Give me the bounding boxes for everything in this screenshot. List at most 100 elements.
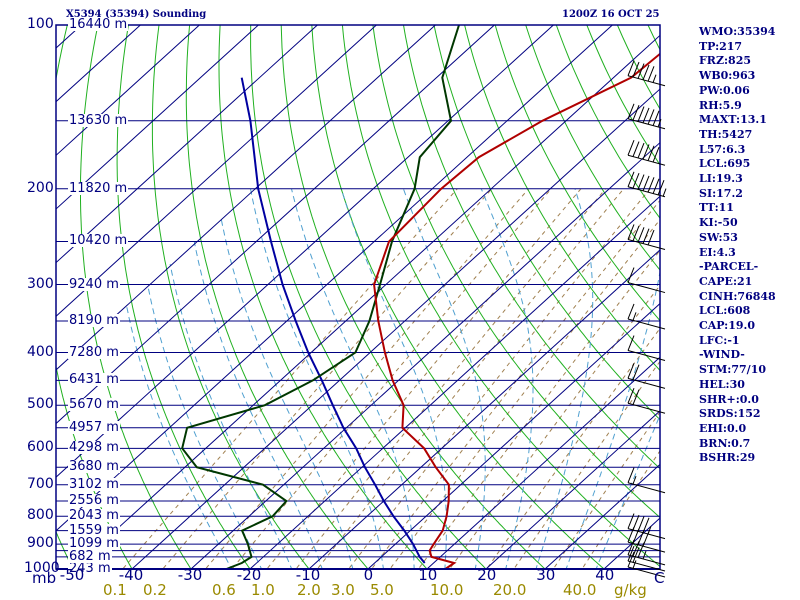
pressure-tick-label: 1000 xyxy=(24,560,60,576)
index-item: SRDS:152 xyxy=(699,407,761,421)
index-item: SI:17.2 xyxy=(699,186,743,200)
isotherm-line xyxy=(249,195,660,569)
isotherm-line xyxy=(56,25,260,210)
height-label: 2043 m xyxy=(68,508,120,524)
pressure-tick-label: 200 xyxy=(27,179,54,196)
pressure-tick-label: 700 xyxy=(27,475,54,492)
height-label: 7280 m xyxy=(68,344,120,360)
temperature-tick-label: -40 xyxy=(118,566,144,584)
moist-adiabat-line xyxy=(220,216,354,569)
isotherm-line xyxy=(485,410,660,569)
index-item: FRZ:825 xyxy=(699,54,752,68)
mixing-ratio-label: 40.0 xyxy=(563,581,597,599)
index-item: -PARCEL- xyxy=(699,260,759,274)
temperature-tick-label: 20 xyxy=(477,566,497,584)
wind-barb xyxy=(627,140,666,166)
moist-adiabat-line xyxy=(340,188,447,569)
wind-barb xyxy=(627,224,666,250)
index-item: MAXT:13.1 xyxy=(699,113,767,127)
temperature-tick-label: 30 xyxy=(536,566,556,584)
mixing-ratio-line xyxy=(486,327,660,569)
pressure-tick-label: 300 xyxy=(27,275,54,292)
isotherm-line xyxy=(367,302,660,569)
index-item: L57:6.3 xyxy=(699,142,746,156)
wind-barb xyxy=(627,551,666,578)
index-item: CAP:19.0 xyxy=(699,319,756,333)
height-label: 4298 m xyxy=(68,440,120,456)
moist-adiabat-line xyxy=(402,188,486,569)
index-item: WB0:963 xyxy=(699,69,756,83)
isotherm-line xyxy=(544,463,660,569)
wind-barb xyxy=(627,60,666,87)
index-item: BSHR:29 xyxy=(699,451,756,465)
parcel-trace xyxy=(240,77,426,564)
mixing-ratio-line xyxy=(316,188,625,569)
temperature-tick-label: 0 xyxy=(363,566,374,584)
isotherm-line xyxy=(56,25,319,264)
wind-barb xyxy=(627,467,666,494)
index-item: CAPE:21 xyxy=(699,274,753,288)
mixing-ratio-line xyxy=(295,188,606,569)
isotherm-line xyxy=(56,25,142,103)
isotherm-line xyxy=(308,249,660,569)
moist-adiabat-line xyxy=(535,188,594,569)
mixing-ratio-label: 20.0 xyxy=(493,581,527,599)
pressure-unit-label: mb xyxy=(32,569,57,587)
pressure-tick-label: 800 xyxy=(27,507,54,524)
pressure-tick-label: 600 xyxy=(27,439,54,456)
height-label: 3102 m xyxy=(68,476,120,492)
wind-barb xyxy=(627,545,666,572)
mixing-ratio-label: 0.1 xyxy=(103,581,127,599)
mixing-ratio-line xyxy=(122,188,458,569)
index-item: SW:53 xyxy=(699,230,738,244)
index-item: EHI:0.0 xyxy=(699,421,747,435)
pressure-tick-label: 900 xyxy=(27,535,54,552)
pressure-tick-label: 100 xyxy=(27,16,54,32)
height-label: 11820 m xyxy=(68,180,129,196)
mixing-ratio-line xyxy=(513,360,660,569)
isotherms xyxy=(56,25,660,569)
wind-barb xyxy=(627,363,666,389)
mixing-ratio-line xyxy=(370,199,660,569)
dry-adiabat-line xyxy=(56,530,74,569)
wind-barb xyxy=(627,335,666,362)
isotherm-line xyxy=(131,88,660,569)
height-label: 5670 m xyxy=(68,397,120,413)
wind-barb xyxy=(627,267,666,294)
moist-adiabat-line xyxy=(595,413,660,569)
mixing-ratio-line xyxy=(231,188,552,569)
height-label: 1559 m xyxy=(68,522,120,538)
profiles xyxy=(181,25,660,569)
index-item: LFC:-1 xyxy=(699,333,740,347)
temperature-tick-label: 40 xyxy=(595,566,615,584)
pressure-tick-label: 500 xyxy=(27,396,54,413)
temperature-tick-label: 10 xyxy=(418,566,438,584)
isotherm-line xyxy=(56,25,496,425)
mixing-ratio-label: 2.0 xyxy=(297,581,321,599)
index-item: HEL:30 xyxy=(699,377,745,391)
height-label: 243 m xyxy=(68,561,112,576)
temperature-tick-label: -20 xyxy=(236,566,262,584)
moist-adiabat-line xyxy=(169,263,293,569)
isotherm-line xyxy=(426,356,660,569)
height-label: 13630 m xyxy=(68,112,129,128)
mixing-ratio-unit-label: g/kg xyxy=(614,581,647,599)
wind-barb xyxy=(627,103,666,130)
mixing-ratio-label: 3.0 xyxy=(331,581,355,599)
moist-adiabat-line xyxy=(250,188,384,569)
index-item: RH:5.9 xyxy=(699,98,742,112)
mixing-ratio-label: 5.0 xyxy=(370,581,394,599)
height-label: 10420 m xyxy=(68,233,129,249)
height-label: 9240 m xyxy=(68,276,120,292)
isotherm-line xyxy=(56,25,437,371)
plot-frame xyxy=(55,24,661,570)
index-item: TP:217 xyxy=(699,39,743,53)
mixing-ratio-label: 1.0 xyxy=(251,581,275,599)
index-item: WMO:35394 xyxy=(699,25,776,38)
mixing-ratio-line xyxy=(552,411,660,569)
mixing-ratio-line xyxy=(581,449,660,569)
temperature-unit-label: C xyxy=(654,569,665,587)
sounding-time: 1200Z 16 OCT 25 xyxy=(562,9,660,20)
height-label: 2556 m xyxy=(68,493,120,509)
moist-adiabat-line xyxy=(291,188,415,569)
